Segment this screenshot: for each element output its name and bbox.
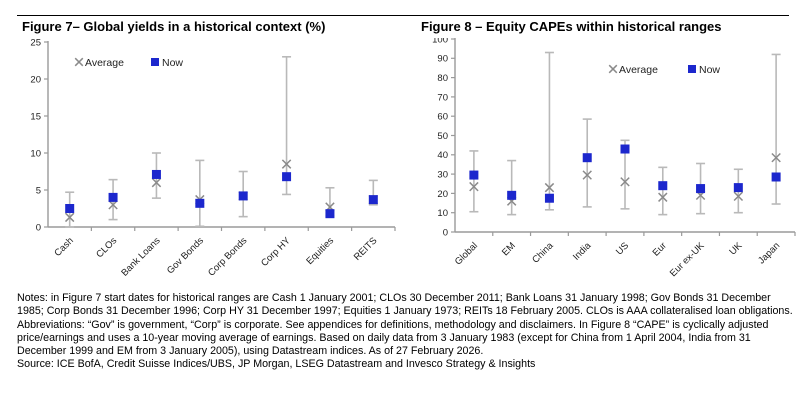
average-marker [544,182,555,193]
source-text: Source: ICE BofA, Credit Suisse Indices/… [17,358,536,371]
category-label: REITS [352,235,380,263]
now-marker [108,192,118,202]
legend-label-now: Now [699,64,720,76]
category-label: UK [727,240,745,258]
now-marker [65,204,75,213]
now-marker [733,183,743,193]
average-marker [620,177,630,187]
category-label: Gov Bonds [165,235,206,276]
y-tick-label: 10 [437,208,448,219]
now-marker [696,184,706,194]
now-marker [368,195,378,205]
now-marker [238,191,248,201]
range-bar [469,150,479,213]
y-tick-label: 70 [437,92,448,103]
chart-canvas: 0 10 20 30 40 50 60 70 80 90 100 Global EM China India… [432,34,796,279]
legend: Average Now [608,64,720,76]
figure8-title: Figure 8 – Equity CAPEs within historica… [421,19,722,34]
category-label: EM [500,240,518,258]
x-axis: Global EM China India US Eur Eur ex-UK UK Japan [453,231,796,279]
average-marker [281,159,292,169]
range-bar [507,159,517,216]
legend-label-average: Average [85,57,124,69]
y-tick-label: 15 [30,111,41,122]
average-marker [582,170,592,180]
category-label: Eur ex-UK [668,240,707,279]
y-tick-label: 5 [36,185,41,196]
average-marker [151,177,162,188]
now-marker [282,172,292,182]
category-label: Corp Bonds [206,235,249,278]
now-marker [195,198,205,208]
now-marker [151,169,161,179]
y-tick-label: 50 [437,131,448,142]
y-tick-label: 40 [437,150,448,161]
y-tick-label: 10 [30,148,41,159]
legend-swatch-now [151,58,159,66]
y-tick-label: 0 [443,227,448,238]
category-label: Global [453,240,480,267]
legend-swatch-now [688,65,696,73]
category-label: Cash [52,235,75,258]
category-label: Eur [651,240,669,258]
category-label: Japan [756,240,782,266]
y-tick-label: 80 [437,73,448,84]
category-label: Bank Loans [119,235,162,278]
y-tick-label: 20 [30,74,41,85]
figure8-chart: 0 10 20 30 40 50 60 70 80 90 100 Global EM China India… [411,34,802,298]
category-label: India [571,240,594,263]
category-label: US [614,240,631,257]
y-tick-label: 20 [437,189,448,200]
y-tick-label: 60 [437,112,448,123]
now-marker [325,209,335,219]
y-tick-label: 30 [437,170,448,181]
y-axis: 0 5 10 15 20 25 [30,37,49,233]
now-series [65,169,378,219]
now-marker [507,190,517,200]
average-marker [64,212,75,223]
y-tick-label: 0 [36,222,41,233]
now-marker [544,193,554,203]
range-bar [771,53,781,205]
range-bar [282,55,292,196]
notes-text: Notes: in Figure 7 start dates for histo… [17,292,793,358]
footnote-block: Notes: in Figure 7 start dates for histo… [17,292,793,372]
legend-label-average: Average [619,64,658,76]
top-divider [17,15,789,16]
range-bar [195,159,205,228]
now-marker [771,172,781,182]
now-marker [620,144,630,154]
range-bar [544,51,554,211]
y-tick-label: 100 [432,38,448,45]
now-series [469,144,781,203]
legend-label-now: Now [162,57,183,69]
category-label: CLOs [94,235,119,260]
category-label: Corp HY [259,235,293,269]
figure7-chart: 0 5 10 15 20 25 Cash CLOs Bank Loans Gov Bonds Cor… [8,37,398,298]
figure7-title: Figure 7– Global yields in a historical … [22,19,326,34]
average-marker [733,191,744,202]
y-tick-label: 25 [30,38,41,48]
average-marker [771,152,781,163]
range-bar [582,118,592,208]
average-marker [469,181,479,192]
category-label: China [530,240,556,266]
range-bar [658,166,668,216]
category-label: Equities [304,235,336,267]
now-marker [658,181,668,191]
now-marker [582,153,592,163]
x-axis: Cash CLOs Bank Loans Gov Bonds Corp Bonds Cor… [48,226,396,279]
legend: Average Now [74,57,183,69]
now-marker [469,170,479,180]
average-marker [658,192,668,202]
y-tick-label: 90 [437,54,448,65]
y-axis: 0 10 20 30 40 50 60 70 80 90 100 [432,34,456,238]
average-marker [108,200,118,210]
